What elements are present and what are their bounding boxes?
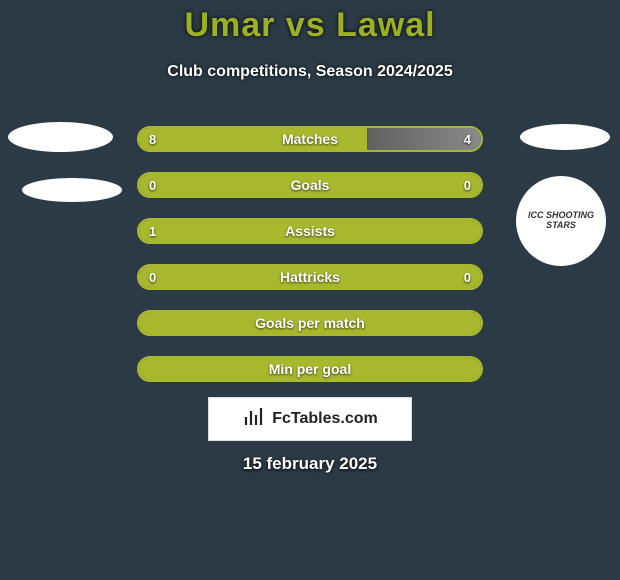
stat-bars: 8 Matches 4 0 Goals 0 1 Assists 0 Hattri…: [137, 126, 483, 402]
date-text: 15 february 2025: [0, 454, 620, 474]
comparison-infographic: Umar vs Lawal Club competitions, Season …: [0, 0, 620, 580]
stat-val-right: 0: [464, 266, 471, 288]
page-title: Umar vs Lawal: [0, 6, 620, 45]
bar-chart-icon: [242, 405, 266, 434]
logo-text: FcTables.com: [272, 410, 378, 428]
stat-val-right: 4: [464, 128, 471, 150]
player-left-badge-bottom: [22, 178, 122, 202]
stat-val-right: 0: [464, 174, 471, 196]
stat-row-assists: 1 Assists: [137, 218, 483, 244]
stat-row-matches: 8 Matches 4: [137, 126, 483, 152]
stat-label: Goals: [139, 174, 481, 196]
source-logo: FcTables.com: [208, 397, 412, 441]
stat-row-hattricks: 0 Hattricks 0: [137, 264, 483, 290]
stat-label: Hattricks: [139, 266, 481, 288]
stat-row-goals: 0 Goals 0: [137, 172, 483, 198]
stat-label: Assists: [139, 220, 481, 242]
player-right-club-badge: ICC SHOOTING STARS: [516, 176, 606, 266]
stat-label: Min per goal: [139, 358, 481, 380]
stat-row-min-per-goal: Min per goal: [137, 356, 483, 382]
player-right-club-text: ICC SHOOTING STARS: [516, 211, 606, 231]
player-right-badge-top: [520, 124, 610, 150]
stat-label: Matches: [139, 128, 481, 150]
stat-label: Goals per match: [139, 312, 481, 334]
page-subtitle: Club competitions, Season 2024/2025: [0, 63, 620, 81]
stat-row-goals-per-match: Goals per match: [137, 310, 483, 336]
player-left-badge-top: [8, 122, 113, 152]
